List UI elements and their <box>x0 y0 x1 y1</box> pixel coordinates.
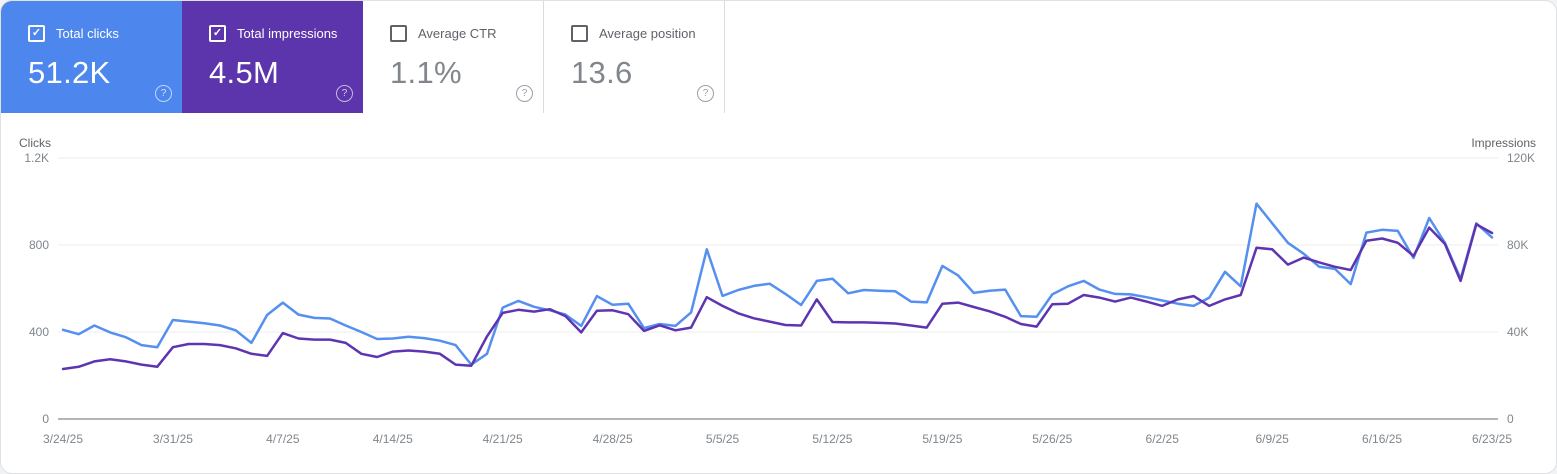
help-icon[interactable]: ? <box>516 85 533 102</box>
metric-cards-row: ✓ Total clicks 51.2K ? ✓ Total impressio… <box>1 1 725 113</box>
metric-card-label: Total impressions <box>237 26 338 41</box>
clicks-line-series <box>61 202 1494 366</box>
average-ctr-value: 1.1% <box>390 55 462 90</box>
metric-card-label: Total clicks <box>56 26 119 41</box>
metric-card-total-clicks[interactable]: ✓ Total clicks 51.2K ? <box>1 1 182 113</box>
gridlines <box>58 157 1498 420</box>
total-clicks-value: 51.2K <box>28 55 111 90</box>
checkbox-average-position-unchecked-icon[interactable] <box>571 25 588 42</box>
help-icon[interactable]: ? <box>697 85 714 102</box>
checkbox-average-ctr-unchecked-icon[interactable] <box>390 25 407 42</box>
impressions-line-series <box>61 223 1494 371</box>
metric-card-total-impressions[interactable]: ✓ Total impressions 4.5M ? <box>182 1 363 113</box>
metric-card-label: Average position <box>599 26 696 41</box>
metric-card-label: Average CTR <box>418 26 497 41</box>
help-icon[interactable]: ? <box>155 85 172 102</box>
total-impressions-value: 4.5M <box>209 55 280 90</box>
average-position-value: 13.6 <box>571 55 633 90</box>
metric-card-average-position[interactable]: Average position 13.6 ? <box>544 1 725 113</box>
checkbox-total-impressions-checked-icon[interactable]: ✓ <box>209 25 226 42</box>
metric-card-average-ctr[interactable]: Average CTR 1.1% ? <box>363 1 544 113</box>
checkbox-total-clicks-checked-icon[interactable]: ✓ <box>28 25 45 42</box>
help-icon[interactable]: ? <box>336 85 353 102</box>
